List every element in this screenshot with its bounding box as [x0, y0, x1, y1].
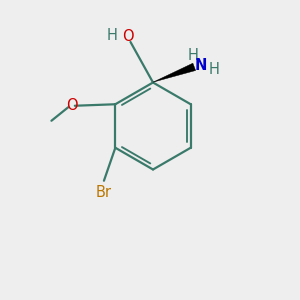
- Text: N: N: [195, 58, 207, 74]
- Text: O: O: [67, 98, 78, 113]
- Text: H: H: [107, 28, 118, 43]
- Text: Br: Br: [96, 185, 112, 200]
- Text: H: H: [188, 48, 199, 63]
- Polygon shape: [153, 63, 196, 82]
- Text: O: O: [123, 28, 134, 44]
- Text: H: H: [209, 62, 220, 77]
